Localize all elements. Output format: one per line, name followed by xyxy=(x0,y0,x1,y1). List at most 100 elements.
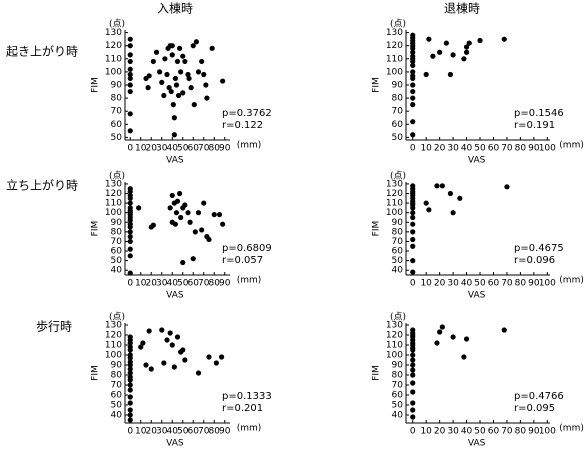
y-tick-label: 50 xyxy=(392,401,404,411)
point xyxy=(161,92,167,99)
x-tick-label: 10 xyxy=(420,279,432,289)
point xyxy=(127,43,133,49)
x-tick-label: 20 xyxy=(146,279,158,289)
x-tick-label: 10 xyxy=(135,144,147,154)
x-tick-label: 60 xyxy=(488,279,500,289)
y-tick-label: 80 xyxy=(392,94,404,104)
y-tick-label: 130 xyxy=(386,28,403,38)
annotation: p=0.1333 xyxy=(222,391,272,402)
point xyxy=(410,88,416,95)
annotation: r=0.095 xyxy=(514,403,555,414)
y-tick-label: 70 xyxy=(111,237,123,247)
point xyxy=(173,82,180,88)
annotation: r=0.096 xyxy=(514,255,555,266)
point xyxy=(213,360,219,366)
x-tick-label: 70 xyxy=(501,279,513,289)
annotation: p=0.6809 xyxy=(222,243,272,254)
annotation: r=0.122 xyxy=(222,120,263,131)
point xyxy=(501,327,507,333)
x-tick-label: 80 xyxy=(515,144,527,154)
point xyxy=(127,270,133,276)
point xyxy=(188,85,194,91)
x-unit: (mm) xyxy=(559,141,584,151)
point xyxy=(461,354,467,360)
y-tick-label: 90 xyxy=(392,218,404,228)
point xyxy=(166,85,172,91)
point xyxy=(199,227,205,233)
x-tick-label: 40 xyxy=(167,427,179,437)
point xyxy=(410,400,416,406)
point xyxy=(410,367,416,373)
x-tick-label: 60 xyxy=(188,279,200,289)
x-tick-label: 40 xyxy=(461,427,473,437)
y-tick-label: 60 xyxy=(111,120,123,130)
x-tick-label: 90 xyxy=(528,144,540,154)
y-tick-label: 80 xyxy=(111,94,123,104)
y-tick-label: 100 xyxy=(105,67,122,77)
point xyxy=(410,229,416,235)
x-tick-label: 70 xyxy=(501,144,513,154)
y-tick-label: 60 xyxy=(111,391,123,401)
point xyxy=(127,347,133,353)
point xyxy=(169,52,175,58)
x-tick-label: 40 xyxy=(167,144,179,154)
point xyxy=(410,49,416,55)
point xyxy=(447,190,454,197)
point xyxy=(177,190,183,197)
point xyxy=(127,58,133,65)
point xyxy=(180,259,186,266)
y-tick-label: 70 xyxy=(111,381,123,391)
point xyxy=(206,354,212,360)
point xyxy=(410,352,416,358)
y-tick-label: 50 xyxy=(392,133,404,143)
point xyxy=(127,71,133,78)
x-tick-label: 20 xyxy=(146,144,158,154)
point xyxy=(127,246,133,252)
y-tick-label: 60 xyxy=(392,247,404,257)
y-tick-label: 80 xyxy=(111,227,123,237)
point xyxy=(193,39,199,45)
x-tick-label: 90 xyxy=(219,427,231,437)
point xyxy=(127,412,133,418)
point xyxy=(127,370,133,376)
point xyxy=(209,45,215,51)
y-unit: (点) xyxy=(390,171,406,182)
x-tick-label: 60 xyxy=(488,427,500,437)
x-axis-label: VAS xyxy=(166,156,184,166)
annotation: p=0.1546 xyxy=(514,108,564,119)
x-tick-label: 30 xyxy=(447,279,459,289)
point xyxy=(437,329,443,335)
point xyxy=(159,327,165,333)
point xyxy=(439,324,445,330)
point xyxy=(410,407,416,413)
point xyxy=(167,330,173,336)
point xyxy=(127,88,133,95)
y-unit: (点) xyxy=(109,19,125,30)
y-tick-label: 40 xyxy=(111,411,123,421)
y-axis-label: FIM xyxy=(91,77,101,93)
point xyxy=(172,221,178,227)
point xyxy=(410,95,416,101)
y-tick-label: 100 xyxy=(386,67,403,77)
y-tick-label: 80 xyxy=(392,227,404,237)
point xyxy=(173,210,180,216)
x-tick-label: 90 xyxy=(528,279,540,289)
point xyxy=(195,69,202,75)
y-tick-label: 130 xyxy=(105,179,122,189)
point xyxy=(164,337,170,343)
x-tick-label: 50 xyxy=(474,279,486,289)
point xyxy=(410,357,416,363)
y-tick-label: 60 xyxy=(392,120,404,130)
annotation: p=0.3762 xyxy=(222,108,272,119)
point xyxy=(437,49,443,55)
point xyxy=(138,344,144,350)
point xyxy=(180,347,186,353)
point xyxy=(150,222,156,228)
point xyxy=(430,53,436,59)
point xyxy=(127,36,133,42)
point xyxy=(410,102,416,108)
point xyxy=(204,95,210,101)
point xyxy=(192,229,198,235)
point xyxy=(410,119,416,125)
point xyxy=(501,36,507,42)
